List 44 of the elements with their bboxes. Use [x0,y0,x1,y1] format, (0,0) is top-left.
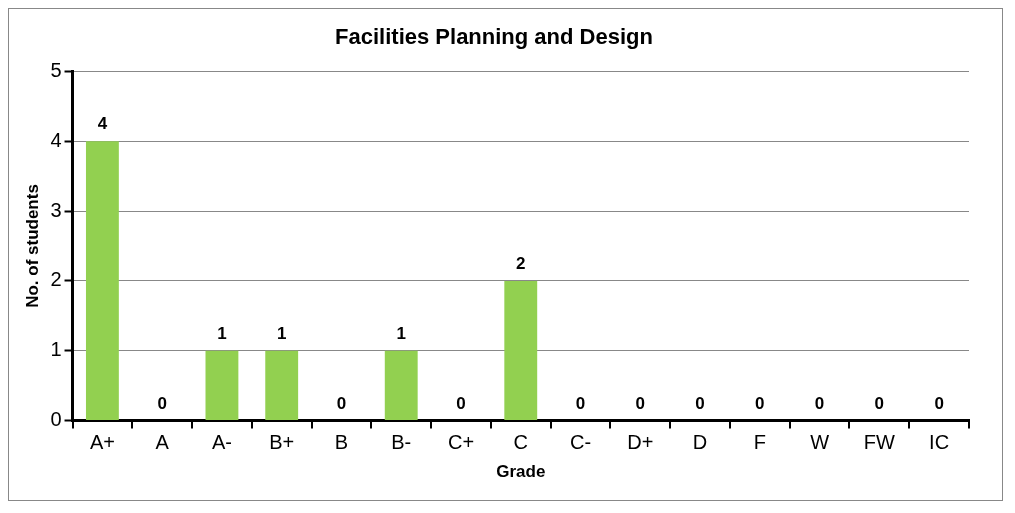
y-tick-label: 2 [50,268,62,291]
data-label: 0 [635,393,646,413]
y-tick-label: 5 [50,58,62,81]
x-tick-label: B [334,431,349,454]
data-label: 0 [934,393,944,413]
bar [205,350,239,421]
data-label: 1 [217,323,227,343]
y-tick-label: 1 [50,338,62,361]
x-tick-label: FW [863,431,896,454]
x-tick-label: C+ [447,431,475,454]
x-axis-title: Grade [496,462,546,482]
data-label: 1 [396,323,406,343]
data-label: 0 [336,393,347,413]
y-tick-label: 0 [50,408,62,431]
x-tick-label: B- [391,431,412,454]
x-tick-label: A- [211,431,232,454]
x-tick-label: B+ [269,431,295,454]
bar [504,280,538,421]
data-label: 0 [575,393,586,413]
x-tick-label: A [155,431,170,454]
y-axis-title: No. of students [22,184,42,308]
data-label: 0 [814,393,825,413]
x-tick-label: F [753,431,766,454]
x-tick-label: W [810,431,830,454]
bar [265,350,299,421]
x-tick-label: A+ [89,431,115,454]
x-tick-label: C [513,431,528,454]
data-label: 4 [97,114,108,134]
x-tick-label: D+ [627,431,654,454]
chart-title: Facilities Planning and Design [335,24,653,50]
data-label: 0 [695,393,705,413]
x-tick-label: D [692,431,708,454]
data-label: 0 [456,393,466,413]
data-label: 1 [276,323,287,343]
data-label: 0 [874,393,885,413]
data-label: 0 [755,393,765,413]
x-tick-label: IC [929,431,950,454]
bar [384,350,418,421]
data-label: 2 [516,254,526,274]
y-tick-label: 3 [50,198,62,221]
data-label: 0 [157,393,167,413]
y-tick-label: 4 [50,128,62,151]
x-tick-label: C- [569,431,592,454]
bar [85,141,119,421]
